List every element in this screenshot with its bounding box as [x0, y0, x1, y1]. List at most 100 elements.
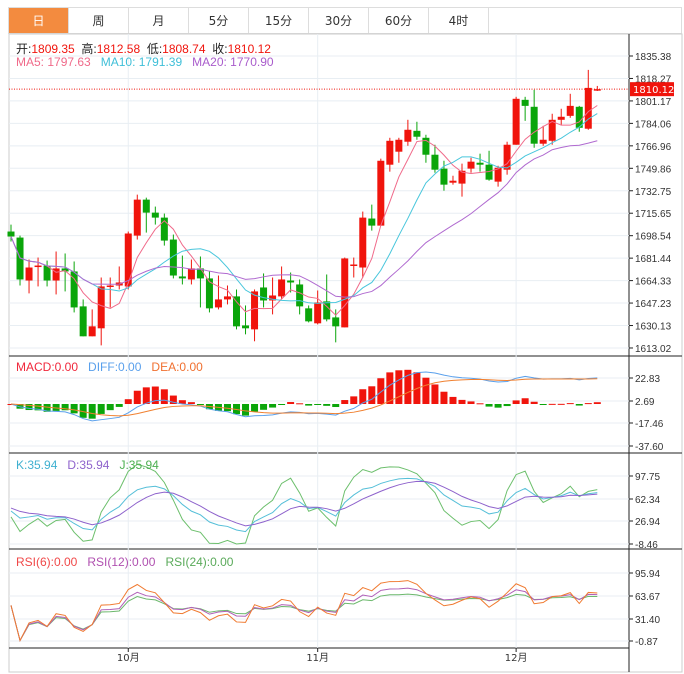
macd-bar [16, 404, 24, 409]
d-value: D:35.94 [67, 458, 110, 472]
macd-bar [467, 401, 475, 405]
macd-bar [404, 369, 412, 405]
tab-3[interactable]: 5分 [189, 8, 249, 33]
candle [404, 119, 412, 146]
macd-bar [187, 402, 195, 405]
candle-body [404, 129, 412, 142]
candle-body [88, 326, 96, 337]
candle-body [449, 180, 457, 183]
tab-7[interactable]: 4时 [429, 8, 489, 33]
candle-body [278, 279, 286, 297]
macd-bar [449, 396, 457, 405]
candle-body [359, 217, 367, 268]
rsi24-line [10, 593, 598, 642]
tab-2[interactable]: 月 [129, 8, 189, 33]
rsi-tick-label: -0.87 [635, 637, 658, 648]
macd-tick-label: -37.60 [635, 442, 664, 453]
candle-body [521, 99, 529, 106]
candle-body [223, 296, 231, 300]
candle [548, 113, 556, 145]
candle [52, 251, 60, 295]
candle-body [269, 295, 277, 301]
candle-body [260, 287, 268, 301]
candle-body [593, 89, 601, 91]
macd-bar [485, 404, 493, 407]
candle-body [467, 161, 475, 169]
candle [142, 197, 150, 233]
ma5-value: MA5: 1797.63 [16, 55, 91, 69]
macd-bar [34, 404, 42, 411]
rsi-legend: RSI(6):0.00 RSI(12):0.00 RSI(24):0.00 [16, 555, 233, 569]
candle-body [142, 199, 150, 213]
candle-body [584, 87, 592, 129]
candle [25, 259, 33, 294]
candle [386, 137, 394, 172]
tab-5[interactable]: 30分 [309, 8, 369, 33]
macd-bar [584, 403, 592, 405]
candle-body [305, 308, 313, 322]
close-label: 收: [212, 42, 228, 56]
price-tick-label: 1698.54 [635, 232, 672, 243]
price-tick-label: 1766.96 [635, 142, 672, 153]
tab-4[interactable]: 15分 [249, 8, 309, 33]
macd-legend: MACD:0.00 DIFF:0.00 DEA:0.00 [16, 360, 203, 374]
high-value: 1812.58 [96, 42, 141, 56]
macd-bar [494, 404, 502, 408]
candle-body [70, 271, 78, 308]
macd-bar [377, 378, 385, 405]
tab-1[interactable]: 周 [69, 8, 129, 33]
j-line [10, 463, 598, 545]
k-value: K:35.94 [16, 458, 58, 472]
ohlc-legend: 开:1809.35 高:1812.58 低:1808.74 收:1810.12 [16, 40, 271, 57]
candle [214, 275, 222, 310]
macd-bar [79, 404, 87, 418]
last-price-tag [630, 82, 674, 97]
candle-body [25, 267, 33, 281]
candle [431, 144, 439, 173]
macd-bar [260, 404, 268, 410]
low-value: 1808.74 [162, 42, 206, 56]
candle-body [97, 286, 105, 329]
candle [160, 213, 168, 246]
tab-0[interactable]: 日 [9, 8, 69, 33]
candle [485, 150, 493, 181]
candle-body [52, 268, 60, 281]
macd-bar [25, 404, 33, 411]
macd-bar [151, 386, 159, 405]
candle [530, 89, 538, 148]
candle-body [386, 140, 394, 165]
candle-body [169, 239, 177, 276]
macd-bar [296, 403, 304, 405]
time-label: 10月 [117, 652, 140, 664]
candle-body [530, 106, 538, 144]
macd-bar [178, 400, 186, 405]
candle-body [512, 98, 520, 145]
dea-line [10, 378, 598, 417]
candle-body [422, 137, 430, 155]
candle [251, 289, 259, 342]
candle-body [575, 106, 583, 128]
macd-bar [521, 398, 529, 405]
macd-bar [251, 404, 259, 412]
macd-bar [368, 386, 376, 405]
macd-bar [530, 401, 538, 405]
candle-body [548, 119, 556, 141]
macd-bar [97, 404, 105, 414]
tab-6[interactable]: 60分 [369, 8, 429, 33]
ma-legend: MA5: 1797.63 MA10: 1791.39 MA20: 1770.90 [16, 55, 274, 69]
macd-tick-label: 22.83 [635, 374, 660, 385]
open-value: 1809.35 [31, 42, 75, 56]
candle [133, 194, 141, 240]
candle-body [196, 268, 204, 279]
macd-bar [169, 395, 177, 405]
candle [296, 279, 304, 315]
ma10-value: MA10: 1791.39 [100, 55, 183, 69]
ma5-line [10, 105, 598, 316]
macd-bar [386, 372, 394, 405]
candle [449, 175, 457, 185]
candle [593, 85, 601, 91]
macd-bar [305, 404, 313, 406]
candle [314, 290, 322, 325]
candle-body [539, 139, 547, 144]
